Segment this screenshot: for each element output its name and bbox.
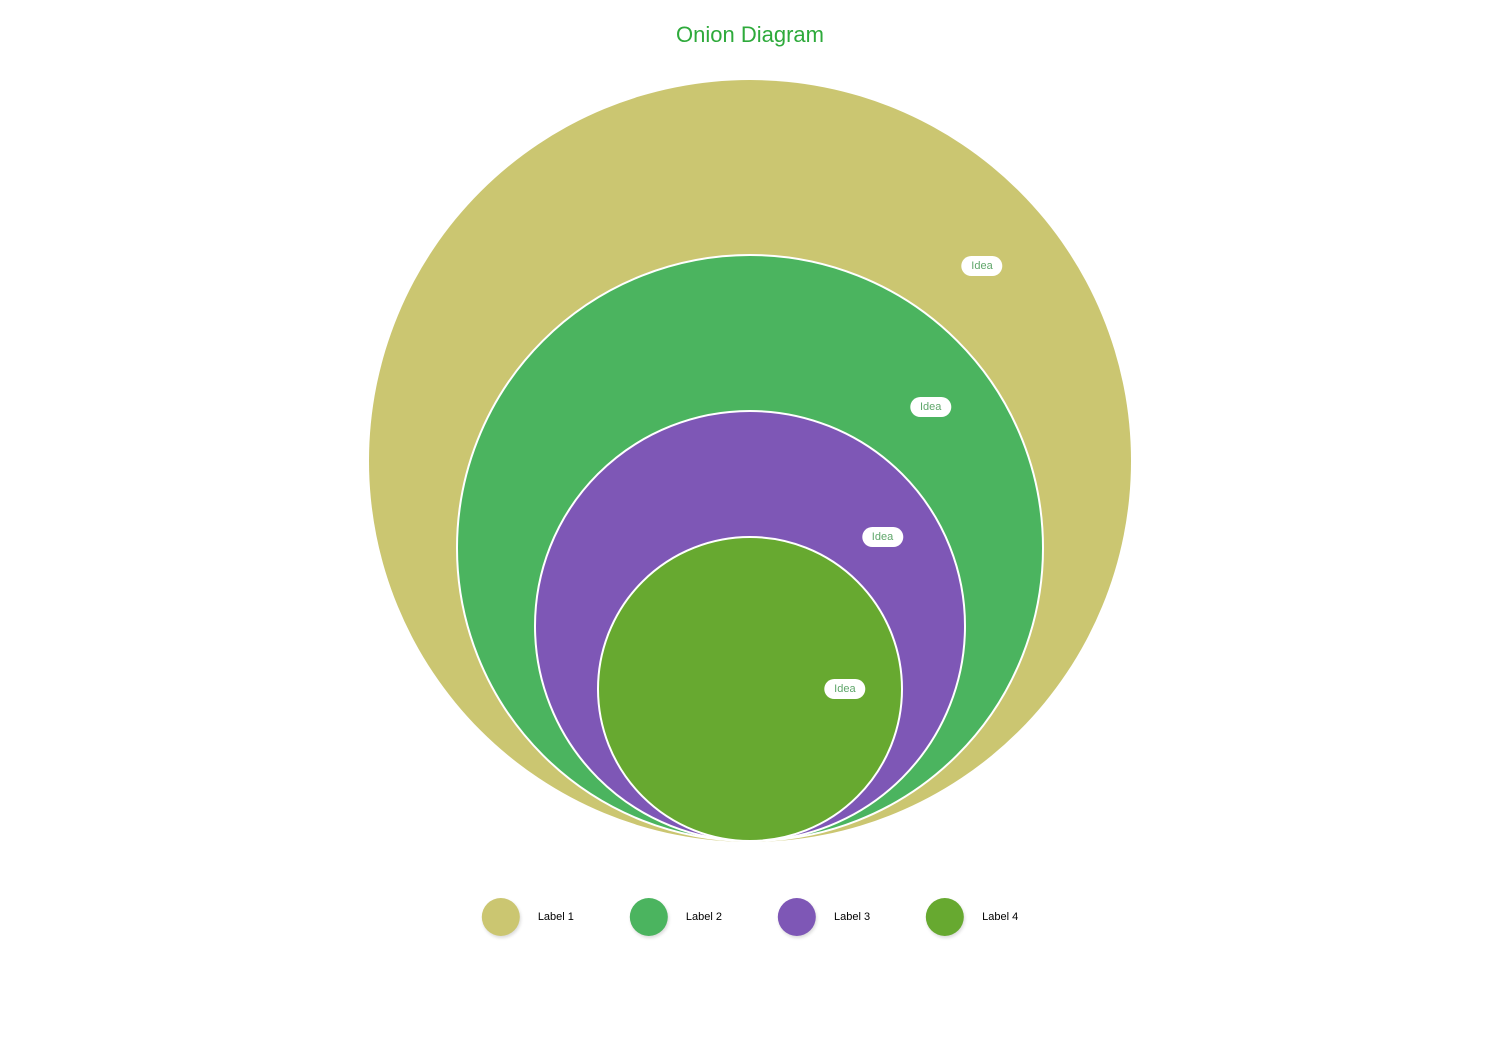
legend-item-1: Label 1 xyxy=(482,898,574,936)
legend: Label 1 Label 2 Label 3 Label 4 xyxy=(454,898,1046,936)
legend-label-3: Label 3 xyxy=(834,911,870,923)
ring-4-idea-pill: Idea xyxy=(824,679,865,699)
legend-item-4: Label 4 xyxy=(926,898,1018,936)
legend-label-1: Label 1 xyxy=(538,911,574,923)
legend-swatch-2 xyxy=(630,898,668,936)
legend-item-2: Label 2 xyxy=(630,898,722,936)
diagram-title: Onion Diagram xyxy=(676,22,824,48)
legend-swatch-4 xyxy=(926,898,964,936)
ring-2-idea-pill: Idea xyxy=(910,397,951,417)
ring-1-idea-pill: Idea xyxy=(961,256,1002,276)
legend-label-2: Label 2 xyxy=(686,911,722,923)
legend-swatch-1 xyxy=(482,898,520,936)
ring-3-idea-pill: Idea xyxy=(862,527,903,547)
onion-stage: Idea Idea Idea Idea xyxy=(369,80,1131,842)
legend-label-4: Label 4 xyxy=(982,911,1018,923)
legend-item-3: Label 3 xyxy=(778,898,870,936)
legend-swatch-3 xyxy=(778,898,816,936)
